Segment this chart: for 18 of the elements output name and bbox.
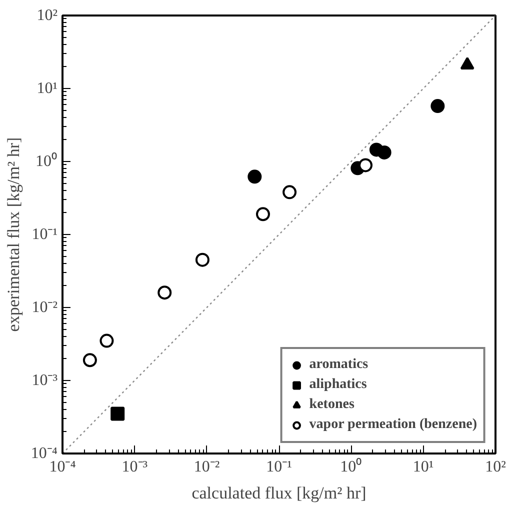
legend-label: vapor permeation (benzene) <box>309 417 477 433</box>
y-axis-title: experimental flux [kg/m² hr] <box>4 137 23 332</box>
x-tick-label: 10⁻² <box>194 458 220 476</box>
y-tick-label: 10⁰ <box>36 152 58 170</box>
x-tick-label: 10⁰ <box>340 458 362 476</box>
x-tick-label: 10⁻³ <box>122 458 148 476</box>
y-tick-label: 10⁻³ <box>32 372 58 389</box>
legend-label: aromatics <box>309 357 368 373</box>
x-tick-label: 10⁻¹ <box>266 458 292 476</box>
y-tick-label: 10⁻² <box>32 299 58 316</box>
x-tick-label: 10² <box>485 458 506 476</box>
y-tick-label: 10² <box>36 7 58 24</box>
legend-label: aliphatics <box>309 377 367 393</box>
x-axis-title: calculated flux [kg/m² hr] <box>192 484 366 502</box>
x-tick-label: 10¹ <box>412 458 434 476</box>
legend-label: ketones <box>309 397 354 413</box>
y-tick-label: 10¹ <box>36 80 58 97</box>
y-tick-label: 10⁻¹ <box>32 226 58 243</box>
